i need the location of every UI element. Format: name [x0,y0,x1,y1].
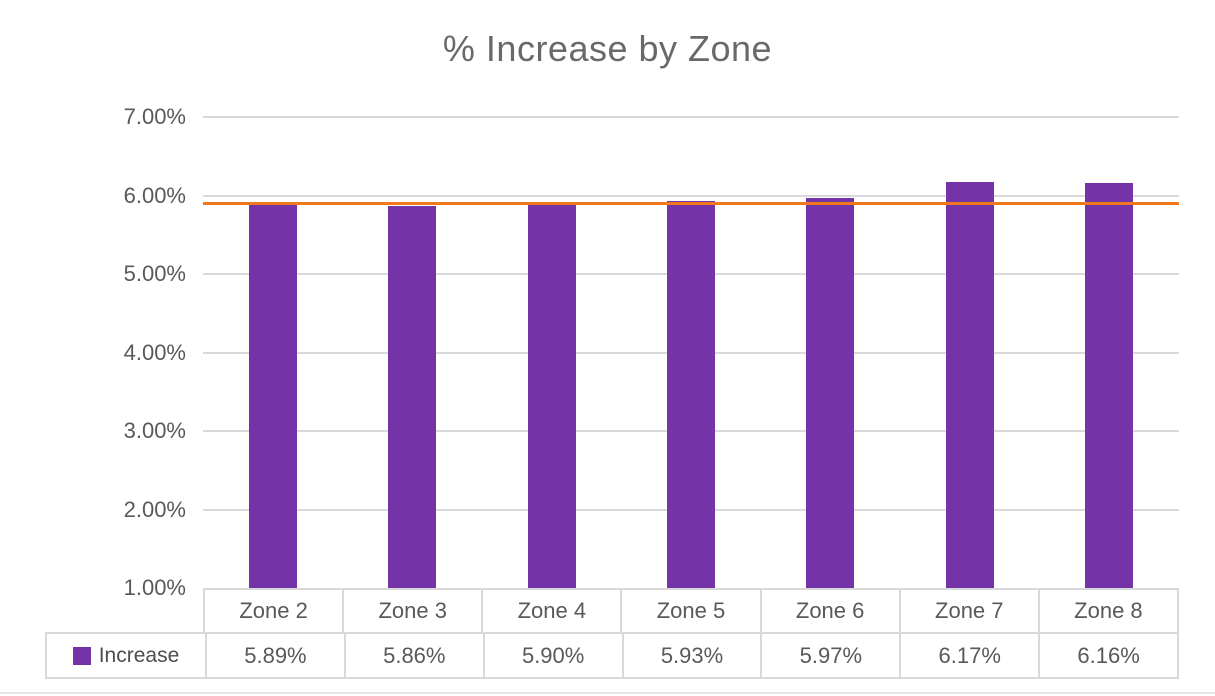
bar-zone-5 [667,200,715,588]
table-value-cell: 5.90% [482,634,622,677]
chart-title: % Increase by Zone [442,28,773,69]
data-table-row: Increase 5.89% 5.86% 5.90% 5.93% 5.97% 6.17% 6.… [45,632,1179,679]
gridline [203,194,1179,197]
y-axis: 7.00% 6.00% 5.00% 4.00% 3.00% 2.00% 1.00% [0,0,186,696]
y-axis-tick-label: 1.00% [123,575,186,600]
table-header-cell: Zone 4 [481,590,620,632]
y-axis-tick-label: 4.00% [123,339,186,365]
table-header-cell: Zone 8 [1037,590,1177,632]
y-axis-tick-label: 6.00% [123,182,186,208]
bar-zone-7 [945,182,994,588]
table-value-cell: 6.17% [899,634,1038,677]
table-header-cell: Zone 2 [239,598,308,623]
y-axis-tick-label: 5.00% [123,261,186,286]
plot-area [203,116,1179,588]
table-value-cell: 5.89% [205,634,344,677]
table-value-cell: 5.93% [621,634,761,677]
table-header-cell: Zone 7 [898,590,1038,632]
table-header-cell: Zone 5 [620,590,759,632]
y-axis-tick-label: 2.00% [123,496,186,522]
legend-cell: Increase [47,634,205,677]
table-header-cell: Zone 3 [342,590,481,632]
legend-color-swatch-icon [72,646,91,665]
table-header-cell: Zone 6 [759,590,899,632]
category-header-row: Zone 2 Zone 3 Zone 4 Zone 5 Zone 6 Zone 7 Zone… [203,588,1179,632]
table-value-cell: 6.16% [1038,634,1177,677]
bottom-edge-divider [0,692,1215,694]
bar-zone-2 [248,204,297,588]
bar-zone-3 [388,206,437,588]
legend-label: Increase [98,643,180,667]
table-value-cell: 5.86% [343,634,483,677]
gridline [203,116,1179,118]
y-axis-tick-label: 3.00% [123,418,186,443]
reference-line [203,201,1179,205]
y-axis-tick-label: 7.00% [123,104,186,129]
bar-zone-6 [806,197,855,588]
bar-zone-4 [527,203,576,588]
table-value-cell: 5.97% [760,634,899,677]
bar-zone-8 [1085,182,1134,588]
